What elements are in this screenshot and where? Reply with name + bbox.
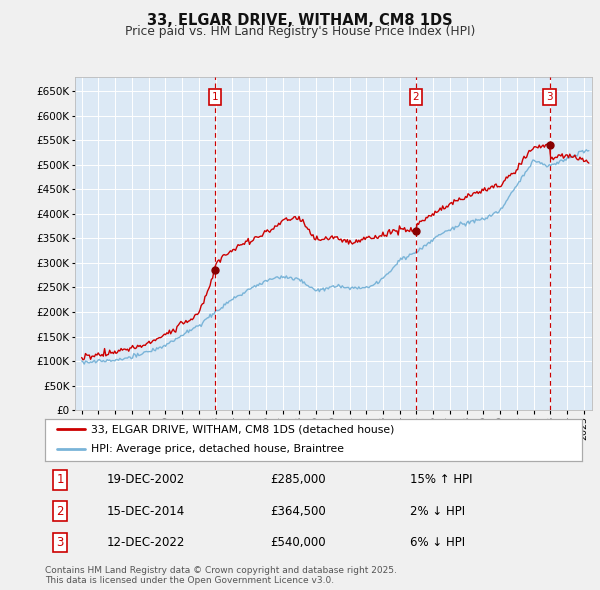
Text: 3: 3 (56, 536, 64, 549)
Text: £364,500: £364,500 (271, 504, 326, 518)
Text: Price paid vs. HM Land Registry's House Price Index (HPI): Price paid vs. HM Land Registry's House … (125, 25, 475, 38)
Text: 2% ↓ HPI: 2% ↓ HPI (410, 504, 465, 518)
Text: 15% ↑ HPI: 15% ↑ HPI (410, 473, 473, 487)
Text: 33, ELGAR DRIVE, WITHAM, CM8 1DS: 33, ELGAR DRIVE, WITHAM, CM8 1DS (147, 13, 453, 28)
Text: 19-DEC-2002: 19-DEC-2002 (107, 473, 185, 487)
Text: HPI: Average price, detached house, Braintree: HPI: Average price, detached house, Brai… (91, 444, 344, 454)
Text: 12-DEC-2022: 12-DEC-2022 (107, 536, 185, 549)
Text: 2: 2 (413, 92, 419, 102)
Text: 2: 2 (56, 504, 64, 518)
Text: £285,000: £285,000 (271, 473, 326, 487)
Text: This data is licensed under the Open Government Licence v3.0.: This data is licensed under the Open Gov… (45, 576, 334, 585)
Text: 3: 3 (546, 92, 553, 102)
Text: 1: 1 (56, 473, 64, 487)
Text: £540,000: £540,000 (271, 536, 326, 549)
Text: 15-DEC-2014: 15-DEC-2014 (107, 504, 185, 518)
Text: 33, ELGAR DRIVE, WITHAM, CM8 1DS (detached house): 33, ELGAR DRIVE, WITHAM, CM8 1DS (detach… (91, 424, 394, 434)
Text: 6% ↓ HPI: 6% ↓ HPI (410, 536, 465, 549)
Text: 1: 1 (212, 92, 218, 102)
Text: Contains HM Land Registry data © Crown copyright and database right 2025.: Contains HM Land Registry data © Crown c… (45, 566, 397, 575)
